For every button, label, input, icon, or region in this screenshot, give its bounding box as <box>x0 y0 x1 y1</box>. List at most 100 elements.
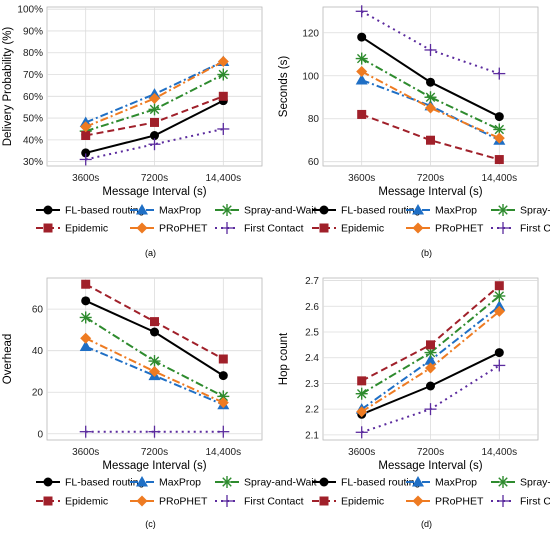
data-point <box>81 296 91 306</box>
legend-item: First Contact <box>215 495 304 508</box>
data-point <box>150 327 159 337</box>
marker-star-arm <box>494 124 505 135</box>
x-tick-label: 14,400s <box>482 173 518 184</box>
legend-label: MaxProp <box>159 205 201 217</box>
data-point <box>148 138 161 151</box>
legend-label: PRoPHET <box>159 223 208 235</box>
series-first-contact <box>355 5 506 80</box>
legend-item: PRoPHET <box>130 222 208 235</box>
y-tick-label: 70% <box>23 70 43 81</box>
data-point <box>493 132 505 144</box>
data-point <box>217 55 229 67</box>
legend-marker <box>319 205 329 215</box>
marker-circle <box>426 77 435 87</box>
legend-marker <box>412 495 424 507</box>
marker-circle <box>319 205 329 215</box>
data-point <box>493 305 505 317</box>
legend: FL-based routing MaxProp Spray-and-Wait Epi… <box>312 476 550 508</box>
y-tick-label: 2.2 <box>305 405 319 416</box>
legend-label: PRoPHET <box>435 223 484 235</box>
x-tick-label: 14,400s <box>206 173 242 184</box>
series-spray-and-wait <box>355 52 506 136</box>
marker-star-arm <box>222 477 232 487</box>
marker-circle <box>43 477 53 487</box>
series-line <box>361 57 500 131</box>
x-tick-label: 3600s <box>348 447 375 458</box>
data-point <box>425 362 436 374</box>
data-point <box>79 425 92 438</box>
data-point <box>493 359 506 372</box>
data-point <box>494 348 504 358</box>
marker-star-arm <box>356 53 367 64</box>
legend-label: MaxProp <box>435 205 477 217</box>
series-epidemic <box>357 281 504 386</box>
legend-label: FL-based routing <box>65 477 145 489</box>
legend-item: FL-based routing <box>36 205 145 217</box>
marker-triangle <box>493 300 506 311</box>
marker-star-arm <box>498 477 508 487</box>
legend-label: First Contact <box>520 223 550 235</box>
marker-diamond <box>80 332 92 344</box>
data-point <box>217 122 230 135</box>
y-tick-label: 80 <box>308 114 320 125</box>
legend-marker <box>43 477 53 487</box>
data-point <box>150 117 159 127</box>
marker-diamond <box>217 55 229 67</box>
data-point <box>424 91 437 104</box>
data-point <box>356 406 368 418</box>
marker-square <box>494 155 504 165</box>
marker-square <box>426 340 435 350</box>
y-tick-label: 20 <box>32 388 44 399</box>
legend-marker <box>412 222 424 234</box>
series-line <box>85 345 224 406</box>
data-point <box>81 131 91 141</box>
marker-star-arm <box>149 104 160 115</box>
y-axis-label: Hop count <box>278 332 290 385</box>
marker-diamond <box>412 222 424 234</box>
y-tick-label: 60 <box>308 157 320 168</box>
legend-marker <box>319 477 329 487</box>
marker-square <box>319 496 329 506</box>
y-tick-label: 100 <box>302 71 319 82</box>
y-axis-label: Delivery Probability (%) <box>2 27 14 147</box>
x-tick-label: 14,400s <box>206 447 242 458</box>
series-prophet <box>80 332 229 409</box>
y-tick-label: 40% <box>23 135 43 146</box>
marker-square <box>426 135 435 145</box>
data-point <box>425 102 436 114</box>
marker-star-arm <box>425 92 436 102</box>
legend-label: PRoPHET <box>435 496 484 508</box>
legend-marker <box>43 205 53 215</box>
legend-label: Epidemic <box>65 496 108 508</box>
marker-square <box>218 354 228 364</box>
y-tick-label: 80% <box>23 48 43 59</box>
marker-circle <box>150 131 159 141</box>
legend-item: Spray-and-Wait <box>491 476 550 489</box>
legend-marker <box>412 204 424 215</box>
legend-marker <box>497 204 509 216</box>
legend-label: PRoPHET <box>159 496 208 508</box>
legend-item: MaxProp <box>130 476 201 489</box>
data-point <box>80 121 92 133</box>
x-axis-label: Message Interval (s) <box>378 460 482 472</box>
marker-diamond <box>425 102 436 114</box>
data-point <box>426 340 435 350</box>
legend-item: MaxProp <box>406 476 477 489</box>
x-tick-label: 3600s <box>72 173 99 184</box>
y-tick-label: 50% <box>23 114 43 125</box>
marker-diamond <box>425 362 436 374</box>
data-point <box>355 426 368 439</box>
data-point <box>355 5 368 18</box>
legend-label: Epidemic <box>65 223 108 235</box>
panel-caption: (a) <box>145 248 156 258</box>
marker-triangle <box>136 204 148 215</box>
y-tick-label: 2.7 <box>305 276 319 287</box>
data-point <box>424 354 437 365</box>
series-first-contact <box>355 359 506 439</box>
marker-square <box>218 91 228 101</box>
legend-item: First Contact <box>491 222 550 235</box>
legend-label: Epidemic <box>341 496 384 508</box>
legend-marker <box>136 476 148 487</box>
legend-item: Spray-and-Wait <box>491 204 550 217</box>
